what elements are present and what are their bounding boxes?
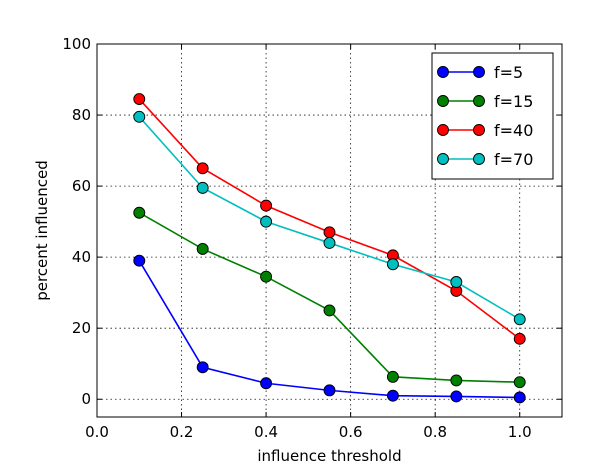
data-point [260, 199, 273, 212]
series-line [138, 260, 520, 399]
data-point [323, 384, 336, 397]
legend-box [431, 52, 554, 180]
x-tick-label: 0.2 [170, 423, 194, 441]
legend: f=5 f=15 f=40 f=70 [431, 52, 554, 180]
data-point [260, 270, 273, 283]
y-axis-label: percent influenced [33, 160, 51, 301]
legend-label: f=5 [494, 63, 523, 82]
series-layer [133, 93, 526, 404]
x-tick-label: 0.4 [254, 423, 278, 441]
series-f=40 [133, 93, 526, 345]
data-point [196, 162, 209, 175]
data-point [196, 361, 209, 374]
y-tick-label: 100 [62, 35, 91, 53]
legend-item: f=40 [437, 121, 533, 140]
y-tick-label: 20 [72, 319, 91, 337]
data-point [386, 370, 399, 383]
data-point [386, 389, 399, 402]
legend-marker [473, 153, 485, 165]
data-point [260, 215, 273, 228]
x-tick-label: 1.0 [508, 423, 532, 441]
legend-marker [437, 95, 449, 107]
legend-item: f=5 [437, 63, 523, 82]
x-axis-label: influence threshold [257, 447, 401, 465]
data-point [450, 390, 463, 403]
data-point [513, 376, 526, 389]
data-point [513, 332, 526, 345]
legend-marker [437, 124, 449, 136]
data-point [323, 236, 336, 249]
x-tick-label: 0.8 [423, 423, 447, 441]
axis-ticks: 0.0 0.2 0.4 0.6 0.8 1.0 0 20 40 60 80 100 [62, 35, 562, 441]
x-tick-label: 0.0 [85, 423, 109, 441]
series-f=15 [133, 206, 526, 389]
data-point [450, 276, 463, 288]
y-tick-label: 80 [72, 106, 91, 124]
legend-label: f=15 [494, 92, 533, 111]
legend-marker [437, 153, 449, 165]
data-point [133, 206, 146, 219]
y-tick-label: 60 [72, 177, 91, 195]
data-point [196, 243, 209, 255]
x-tick-label: 0.6 [339, 423, 363, 441]
data-point [260, 377, 273, 390]
series-f=70 [133, 110, 526, 326]
legend-item: f=15 [437, 92, 533, 111]
data-point [386, 258, 399, 271]
legend-label: f=40 [494, 121, 533, 140]
data-point [133, 110, 146, 123]
legend-marker [473, 66, 485, 78]
data-point [513, 313, 526, 326]
data-point [133, 254, 146, 267]
legend-marker [473, 95, 485, 107]
series-f=5 [133, 254, 526, 404]
data-point [513, 391, 526, 404]
y-tick-label: 0 [81, 390, 91, 408]
y-tick-label: 40 [72, 248, 91, 266]
legend-marker [473, 124, 485, 136]
legend-label: f=70 [494, 150, 533, 169]
data-point [323, 304, 336, 317]
plot-frame [96, 43, 563, 418]
data-point [323, 226, 336, 239]
legend-item: f=70 [437, 150, 533, 169]
data-point [196, 181, 209, 194]
data-point [133, 93, 146, 106]
legend-marker [437, 66, 449, 78]
data-point [450, 374, 463, 387]
